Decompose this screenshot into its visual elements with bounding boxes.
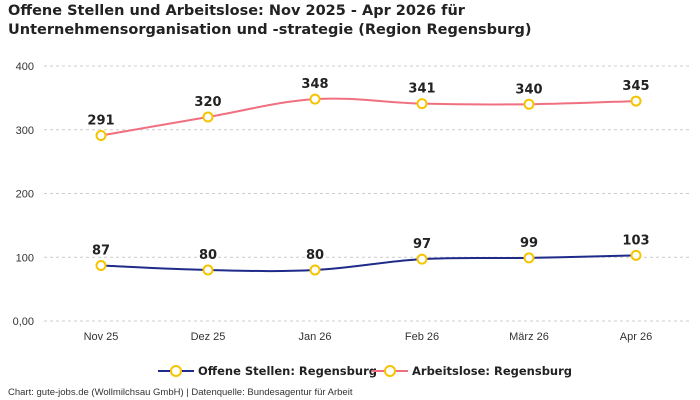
data-point-offene-stellen (630, 249, 642, 261)
data-label-offene-stellen: 80 (199, 248, 217, 263)
data-point-offene-stellen (416, 253, 428, 265)
chart-title: Offene Stellen und Arbeitslose: Nov 2025… (8, 3, 532, 38)
series-lines (100, 97, 637, 273)
data-label-arbeitslose: 320 (194, 95, 221, 110)
y-tick-label: 100 (16, 252, 34, 264)
data-label-offene-stellen: 103 (622, 233, 649, 248)
legend-swatch (158, 362, 194, 380)
x-tick-label: Dez 25 (191, 331, 226, 343)
legend-label: Offene Stellen: Regensburg (198, 364, 377, 378)
data-label-offene-stellen: 99 (520, 236, 538, 251)
data-point-arbeitslose (95, 129, 107, 141)
data-label-arbeitslose: 340 (515, 82, 542, 97)
data-point-offene-stellen (523, 252, 535, 264)
y-tick-label: 300 (16, 125, 34, 137)
data-point-arbeitslose (202, 111, 214, 123)
x-axis-ticks: Nov 25 Dez 25 Jan 26 Feb 26 März 26 Apr 26 (84, 331, 653, 343)
data-point-offene-stellen (95, 260, 107, 272)
y-tick-label: 400 (16, 61, 34, 73)
data-label-arbeitslose: 345 (622, 79, 649, 94)
legend-marker (384, 365, 396, 377)
legend-marker (170, 365, 182, 377)
x-tick-label: März 26 (509, 331, 549, 343)
data-point-arbeitslose (523, 98, 535, 110)
data-label-offene-stellen: 87 (92, 244, 110, 259)
chart-credit: Chart: gute-jobs.de (Wollmilchsau GmbH) … (8, 387, 353, 398)
legend-swatch (372, 362, 408, 380)
data-label-offene-stellen: 80 (306, 248, 324, 263)
data-label-offene-stellen: 97 (413, 237, 431, 252)
legend-item-offene-stellen[interactable]: Offene Stellen: Regensburg (158, 362, 377, 380)
legend-label: Arbeitslose: Regensburg (412, 364, 573, 378)
y-axis-ticks: 0,00 100 200 300 400 (13, 61, 34, 328)
x-tick-label: Feb 26 (405, 331, 439, 343)
x-tick-label: Apr 26 (620, 331, 652, 343)
chart-legend: Offene Stellen: Regensburg Arbeitslose: … (0, 362, 700, 380)
data-point-offene-stellen (202, 264, 214, 276)
data-point-offene-stellen (309, 264, 321, 276)
series-line-arbeitslose (100, 97, 637, 137)
data-label-arbeitslose: 341 (408, 82, 435, 97)
data-point-arbeitslose (630, 95, 642, 107)
data-point-arbeitslose (309, 93, 321, 105)
series-line-offene-stellen (100, 254, 637, 273)
grid-lines (44, 65, 690, 322)
data-labels: 87 80 80 97 99 103 291 320 348 341 340 345 (87, 77, 649, 263)
x-tick-label: Nov 25 (84, 331, 119, 343)
legend-item-arbeitslose[interactable]: Arbeitslose: Regensburg (372, 362, 572, 380)
data-point-arbeitslose (416, 98, 428, 110)
data-points (95, 93, 642, 276)
data-label-arbeitslose: 348 (301, 77, 328, 92)
x-tick-label: Jan 26 (298, 331, 331, 343)
y-tick-label: 0,00 (13, 316, 34, 328)
y-tick-label: 200 (16, 189, 34, 201)
data-label-arbeitslose: 291 (87, 113, 114, 128)
